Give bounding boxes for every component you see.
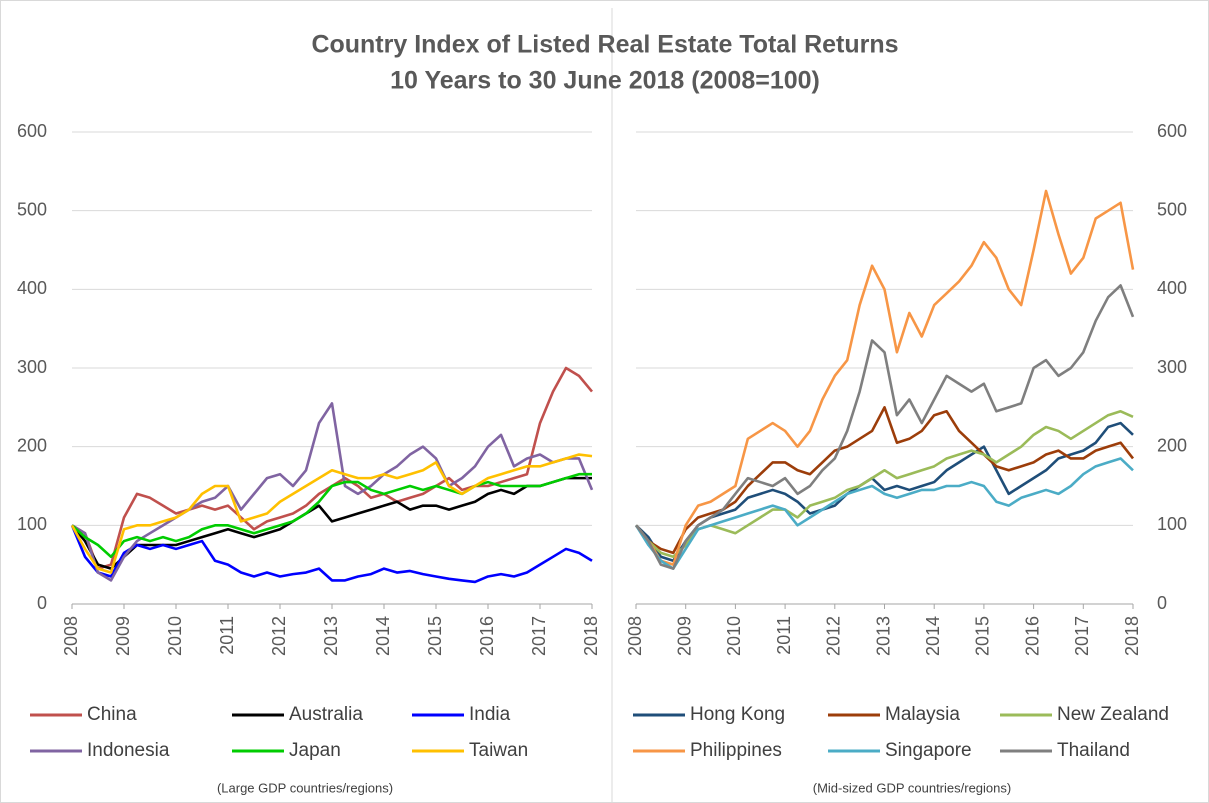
y-tick-label: 500	[17, 199, 47, 219]
legend-label: New Zealand	[1057, 704, 1169, 725]
x-tick-label: 2011	[774, 616, 794, 655]
x-tick-label: 2015	[973, 616, 993, 656]
x-tick-label: 2018	[581, 616, 601, 656]
series-line	[635, 421, 1134, 563]
series-line	[634, 284, 1135, 570]
y-tick-label: 400	[1157, 278, 1187, 298]
legend-label: Australia	[289, 704, 363, 725]
x-tick-label: 2011	[217, 616, 237, 655]
x-tick-label: 2008	[625, 616, 645, 656]
legend-label: Indonesia	[87, 740, 170, 761]
y-tick-label: 400	[17, 278, 47, 298]
x-tick-label: 2012	[824, 616, 844, 656]
y-tick-label: 100	[17, 514, 47, 534]
x-tick-label: 2018	[1122, 616, 1142, 656]
x-tick-label: 2009	[674, 616, 694, 656]
legend-label: Taiwan	[469, 740, 528, 761]
x-tick-label: 2014	[373, 616, 393, 656]
chart-title: Country Index of Listed Real Estate Tota…	[311, 31, 898, 59]
y-tick-label: 500	[1157, 199, 1187, 219]
legend-label: Philippines	[690, 740, 782, 761]
x-tick-label: 2010	[724, 616, 744, 656]
legend-label: Hong Kong	[690, 704, 785, 725]
x-tick-label: 2009	[113, 616, 133, 656]
legend-label: Malaysia	[885, 704, 960, 725]
panel-note: (Large GDP countries/regions)	[217, 780, 393, 795]
y-tick-label: 300	[17, 357, 47, 377]
x-tick-label: 2013	[321, 616, 341, 656]
legend-label: India	[469, 704, 511, 725]
legend-label: China	[87, 704, 137, 725]
y-tick-label: 600	[1157, 121, 1187, 141]
legend-label: Thailand	[1057, 740, 1130, 761]
series-line	[634, 409, 1134, 559]
y-tick-label: 300	[1157, 357, 1187, 377]
x-tick-label: 2017	[529, 616, 549, 656]
x-tick-label: 2016	[1022, 616, 1042, 656]
y-tick-label: 0	[1157, 593, 1167, 613]
series-line	[70, 453, 593, 574]
series-line	[634, 189, 1135, 566]
series-line	[70, 524, 593, 584]
panel-note: (Mid-sized GDP countries/regions)	[813, 780, 1011, 795]
series-line	[71, 472, 592, 559]
x-tick-label: 2013	[873, 616, 893, 656]
x-tick-label: 2008	[61, 616, 81, 656]
y-tick-label: 600	[17, 121, 47, 141]
legend-label: Japan	[289, 740, 341, 761]
x-tick-label: 2014	[923, 616, 943, 656]
y-tick-label: 100	[1157, 514, 1187, 534]
y-tick-label: 0	[37, 593, 47, 613]
x-tick-label: 2017	[1072, 616, 1092, 656]
y-tick-label: 200	[1157, 435, 1187, 455]
series-line	[634, 457, 1134, 570]
series-line	[71, 402, 594, 582]
legend-label: Singapore	[885, 740, 972, 761]
chart-subtitle: 10 Years to 30 June 2018 (2008=100)	[390, 67, 820, 95]
x-tick-label: 2012	[269, 616, 289, 656]
y-tick-label: 200	[17, 435, 47, 455]
x-tick-label: 2015	[425, 616, 445, 656]
x-tick-label: 2010	[165, 616, 185, 656]
x-tick-label: 2016	[477, 616, 497, 656]
